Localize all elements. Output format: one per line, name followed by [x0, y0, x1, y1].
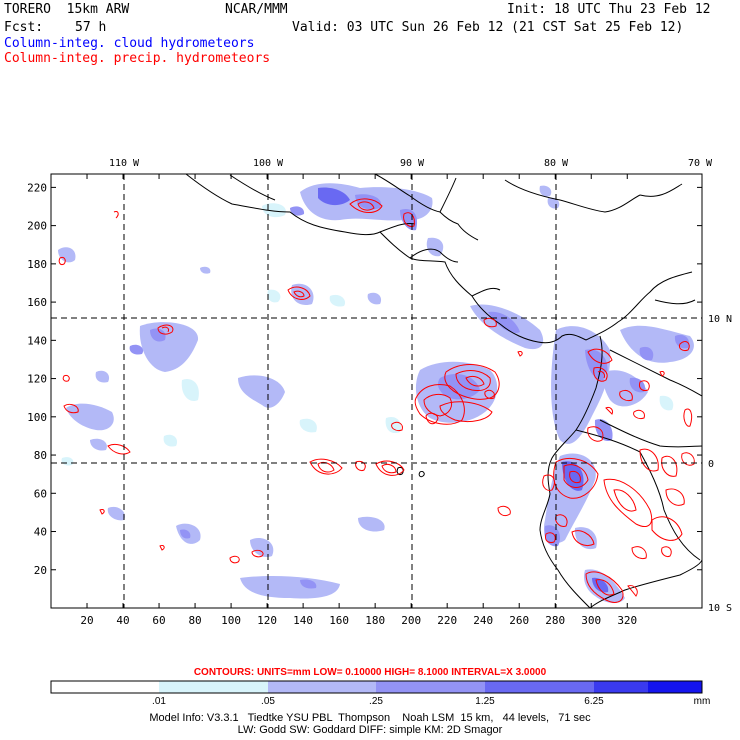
y-tick-label: 60: [34, 487, 47, 500]
colorbar-swatch: [376, 681, 485, 693]
model-info-line1: Model Info: V3.3.1 Tiedtke YSU PBL Thomp…: [149, 712, 591, 724]
y-tick-label: 220: [27, 181, 47, 194]
colorbar-swatch: [648, 681, 702, 693]
x-tick-label: 120: [257, 614, 277, 627]
lon-label-100w: 100 W: [253, 158, 284, 169]
colorbar-label-001: .01: [152, 696, 166, 707]
x-tick-label: 200: [401, 614, 421, 627]
x-tick-label: 100: [221, 614, 241, 627]
coastlines: [185, 173, 703, 609]
colorbar-swatch: [51, 681, 159, 693]
contour-info: CONTOURS: UNITS=mm LOW= 0.10000 HIGH= 8.…: [193, 667, 547, 678]
colorbar-label-025: .25: [369, 696, 383, 707]
x-tick-label: 140: [293, 614, 313, 627]
x-axis-ticks: [86, 174, 628, 608]
colorbar-label-125: 1.25: [475, 696, 495, 707]
x-tick-label: 300: [581, 614, 601, 627]
x-tick-label: 240: [473, 614, 493, 627]
model-name: TORERO 15km ARW: [4, 2, 130, 17]
y-tick-label: 180: [27, 258, 47, 271]
x-tick-label: 80: [188, 614, 201, 627]
lat-label-10n: 10 N: [708, 314, 732, 325]
lon-label-70w: 70 W: [688, 158, 713, 169]
colorbar-swatch: [268, 681, 376, 693]
x-tick-label: 220: [437, 614, 457, 627]
y-axis-labels: 220 200 180 160 140 120 100 80 60 40 20: [27, 181, 47, 576]
cloud-legend: Column-integ. cloud hydrometeors: [4, 36, 255, 51]
colorbar-swatch: [485, 681, 594, 693]
y-axis-ticks: [51, 186, 702, 571]
init-time: Init: 18 UTC Thu 23 Feb 12: [507, 2, 711, 17]
lat-label-0: 0: [708, 459, 714, 470]
y-tick-label: 20: [34, 564, 47, 577]
x-tick-label: 160: [329, 614, 349, 627]
x-tick-label: 280: [545, 614, 565, 627]
y-tick-label: 160: [27, 296, 47, 309]
y-tick-label: 80: [34, 449, 47, 462]
model-info-line2: LW: Godd SW: Goddard DIFF: simple KM: 2D…: [237, 724, 503, 736]
lon-label-90w: 90 W: [400, 158, 425, 169]
colorbar-label-005: .05: [261, 696, 275, 707]
cloud-field: [58, 183, 694, 604]
colorbar-unit: mm: [693, 696, 711, 707]
colorbar-swatch: [594, 681, 648, 693]
colorbar-frame: [50, 680, 703, 694]
x-axis-labels: 20 40 60 80 100 120 140 160 180 200 220 240 260 280 30…: [80, 614, 637, 627]
precip-contours: [58, 198, 695, 603]
y-tick-label: 40: [34, 526, 47, 539]
x-tick-label: 40: [116, 614, 129, 627]
x-tick-label: 180: [365, 614, 385, 627]
grid-lines: [51, 174, 702, 608]
y-tick-label: 200: [27, 220, 47, 233]
y-tick-label: 120: [27, 373, 47, 386]
forecast-hours: 57 h: [75, 20, 107, 35]
lat-label-10s: 10 S: [708, 603, 732, 614]
x-tick-label: 60: [152, 614, 165, 627]
x-tick-label: 20: [80, 614, 93, 627]
valid-time: Valid: 03 UTC Sun 26 Feb 12 (21 CST Sat …: [292, 20, 684, 35]
colorbar-swatch: [159, 681, 268, 693]
precip-legend: Column-integ. precip. hydrometeors: [4, 51, 271, 66]
x-tick-label: 260: [509, 614, 529, 627]
forecast-label: Fcst:: [4, 20, 44, 35]
y-tick-label: 140: [27, 334, 47, 347]
colorbar-label-625: 6.25: [584, 696, 604, 707]
colorbar: [50, 680, 703, 694]
lon-label-80w: 80 W: [544, 158, 569, 169]
x-tick-label: 320: [617, 614, 637, 627]
y-tick-label: 100: [27, 411, 47, 424]
organization: NCAR/MMM: [225, 2, 288, 17]
lon-label-110w: 110 W: [109, 158, 140, 169]
